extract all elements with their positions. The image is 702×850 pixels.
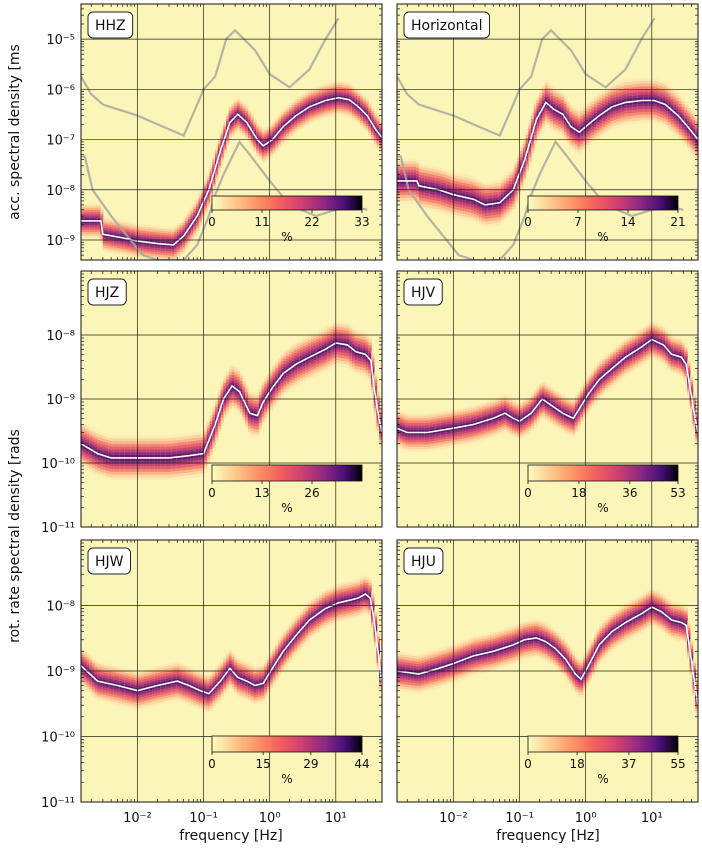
plot-frame (80, 3, 383, 261)
nlnm-curve (81, 17, 340, 138)
panel-title-box (403, 278, 443, 306)
panel-horizontal: Horizontal 0 7 14 21% (396, 3, 699, 261)
panel-title: HHZ (95, 18, 126, 34)
nhnm-curve (397, 139, 684, 260)
y-tick-label: 10⁻¹⁰ (41, 457, 75, 472)
panel-title-box (87, 278, 127, 306)
nhnm-curve (81, 139, 368, 260)
colorbar-unit: % (597, 501, 608, 515)
colorbar-tick-label: 21 (670, 215, 685, 229)
panel-hjz: 10⁻¹¹ 10⁻¹⁰ 10⁻⁹ 10⁻⁸ HJZ 0 13 26% (41, 270, 383, 536)
plot-frame (80, 270, 383, 528)
colorbar-tick-label: 0 (208, 486, 216, 500)
y-tick-label: 10⁻⁸ (46, 184, 75, 199)
colorbar (211, 195, 363, 211)
plot-frame (396, 3, 699, 261)
y-tick-label: 10⁻¹¹ (41, 521, 75, 536)
colorbar-unit: % (281, 501, 292, 515)
median-line (397, 99, 698, 206)
y-tick-label: 10⁻⁷ (46, 134, 75, 149)
colorbar-tick-label: 0 (524, 215, 532, 229)
y-tick-label: 10⁻⁵ (46, 33, 75, 48)
colorbar-tick-label: 0 (208, 215, 216, 229)
colorbar-tick-label: 26 (304, 486, 319, 500)
panel-hjv: HJV 0 18 36 53% (396, 270, 699, 528)
median-line (81, 342, 382, 459)
plot-area (397, 4, 698, 260)
colorbar-unit: % (281, 230, 292, 244)
colorbar (211, 464, 363, 482)
median-line (397, 338, 698, 434)
panel-title-box (87, 11, 134, 39)
colorbar (527, 464, 679, 482)
panel-hhz: 10⁻⁹ 10⁻⁸ 10⁻⁷ 10⁻⁶ 10⁻⁵ HHZ 0 11 22 33% (46, 3, 383, 261)
panel-title: HJZ (95, 285, 119, 301)
median-line (81, 96, 382, 246)
colorbar-tick-label: 11 (254, 215, 269, 229)
colorbar-tick-label: 53 (670, 486, 685, 500)
colorbar-tick-label: 0 (524, 486, 532, 500)
colorbar-tick-label: 14 (620, 215, 635, 229)
colorbar-tick-label: 7 (574, 215, 582, 229)
nlnm-curve (397, 17, 656, 138)
y-tick-label: 10⁻⁶ (46, 83, 75, 98)
y-tick-label: 10⁻⁹ (46, 234, 75, 249)
y-tick-label: 10⁻⁹ (46, 393, 75, 408)
colorbar-tick-label: 36 (622, 486, 637, 500)
y-tick-label: 10⁻⁸ (46, 329, 75, 344)
plot-frame (396, 270, 699, 528)
panel-title-box (403, 11, 490, 39)
colorbar-tick-label: 18 (571, 486, 586, 500)
colorbar-unit: % (597, 230, 608, 244)
colorbar-tick-label: 13 (254, 486, 269, 500)
colorbar-tick-label: 22 (304, 215, 319, 229)
panel-title: Horizontal (411, 18, 482, 34)
panel-title: HJV (411, 285, 436, 301)
colorbar (527, 195, 679, 211)
colorbar-tick-label: 33 (354, 215, 369, 229)
